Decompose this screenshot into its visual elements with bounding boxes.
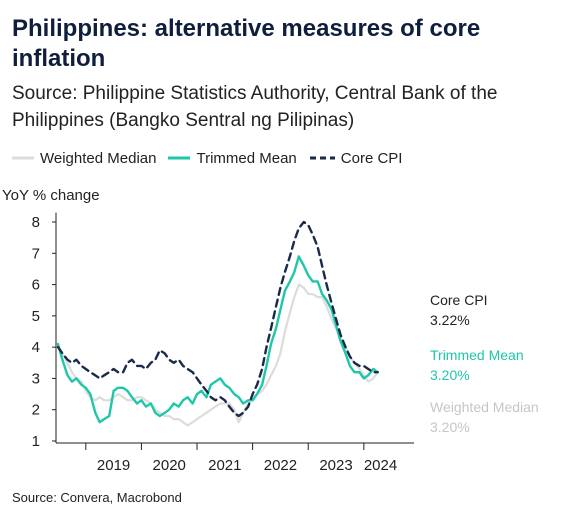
series-line-core-cpi — [56, 220, 379, 418]
end-label-value-trimmed-mean: 3.20% — [430, 367, 470, 383]
chart-title: Philippines: alternative measures of cor… — [12, 15, 481, 72]
end-label-value-weighted-median: 3.20% — [430, 419, 470, 435]
legend-item-weighted-median: Weighted Median — [12, 150, 156, 167]
y-tick-label-3: 3 — [32, 370, 40, 387]
end-label-name-trimmed-mean: Trimmed Mean — [430, 347, 524, 363]
legend-item-trimmed-mean: Trimmed Mean — [168, 149, 297, 167]
legend-label-core-cpi: Core CPI — [340, 149, 403, 167]
legend-label-trimmed-mean: Trimmed Mean — [196, 149, 297, 167]
end-label-name-core-cpi: Core CPI — [430, 292, 488, 308]
x-tick-label-2024: 2024 — [364, 457, 397, 474]
y-axis-label: YoY % change — [2, 187, 100, 204]
y-tick-label-8: 8 — [32, 214, 40, 231]
x-tick-label-2020: 2020 — [153, 457, 186, 474]
y-tick-label-4: 4 — [32, 339, 40, 356]
footer-source: Source: Convera, Macrobond — [12, 490, 182, 505]
legend-swatch-trimmed-mean — [168, 156, 191, 160]
x-tick-label-2019: 2019 — [97, 457, 130, 474]
legend-item-core-cpi: Core CPI — [309, 149, 403, 167]
y-tick-label-1: 1 — [32, 433, 40, 450]
y-tick-label-5: 5 — [32, 308, 40, 325]
x-tick-label-2023: 2023 — [319, 457, 352, 474]
legend: Weighted Median Trimmed Mean Core CPI — [12, 148, 414, 168]
chart-subtitle: Source: Philippine Statistics Authority,… — [12, 83, 498, 131]
end-label-name-weighted-median: Weighted Median — [430, 399, 539, 415]
y-tick-label-2: 2 — [32, 402, 40, 419]
y-tick-label-7: 7 — [32, 245, 40, 262]
x-tick-label-2021: 2021 — [208, 457, 241, 474]
y-tick-label-6: 6 — [32, 277, 40, 294]
legend-swatch-weighted-median — [12, 156, 34, 160]
x-tick-label-2022: 2022 — [264, 457, 297, 474]
series-line-trimmed-mean — [56, 255, 379, 424]
legend-label-weighted-median: Weighted Median — [40, 149, 157, 167]
legend-swatch-core-cpi — [309, 156, 335, 160]
chart-area: YoY % change 1 2 3 4 5 6 7 8 2019 2020 2021 2022 2023… — [2, 187, 539, 474]
end-label-value-core-cpi: 3.22% — [430, 312, 470, 328]
